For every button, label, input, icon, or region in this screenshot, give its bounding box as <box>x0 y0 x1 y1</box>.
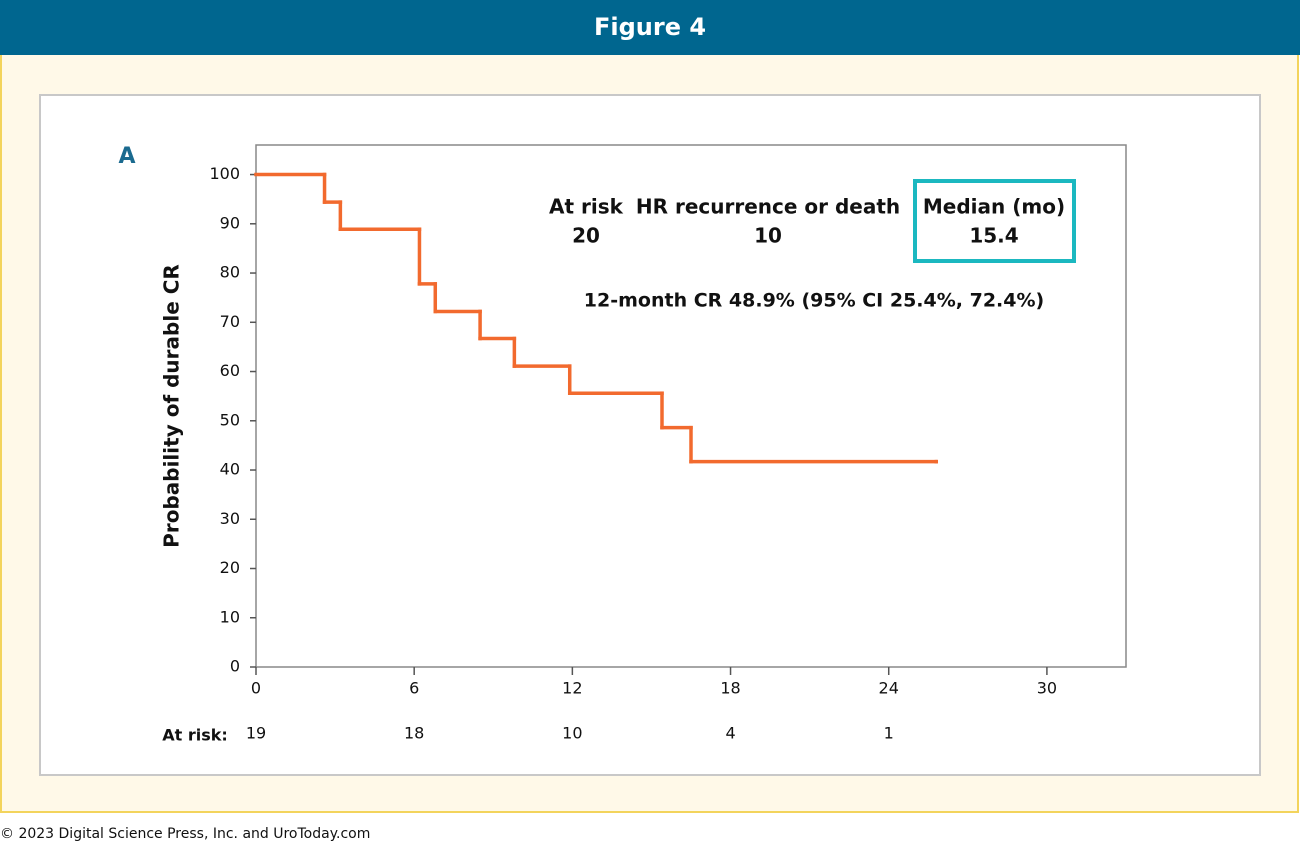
annotation: At risk <box>549 195 624 219</box>
y-axis-label: Probability of durable CR <box>160 264 184 548</box>
at-risk-label: At risk: <box>162 726 228 745</box>
y-tick-label: 50 <box>220 410 240 429</box>
y-tick-label: 30 <box>220 509 240 528</box>
y-tick-label: 70 <box>220 312 240 331</box>
annotation: 10 <box>754 224 782 248</box>
x-tick-label: 0 <box>251 679 261 698</box>
at-risk-value: 4 <box>725 724 735 743</box>
at-risk-value: 1 <box>884 724 894 743</box>
y-tick-label: 20 <box>220 558 240 577</box>
panel-label: A <box>118 144 135 169</box>
x-tick-label: 12 <box>562 679 582 698</box>
panel <box>39 94 1261 776</box>
median-box <box>913 179 1076 263</box>
plot-frame <box>255 144 1127 668</box>
figure-title: Figure 4 <box>594 13 706 41</box>
y-tick-label: 60 <box>220 361 240 380</box>
x-tick-label: 18 <box>720 679 740 698</box>
y-tick-label: 90 <box>220 213 240 232</box>
at-risk-value: 19 <box>246 724 266 743</box>
x-tick-label: 6 <box>409 679 419 698</box>
annotation: 15.4 <box>969 224 1018 248</box>
at-risk-value: 18 <box>404 724 424 743</box>
step-end <box>934 459 938 464</box>
y-tick-label: 40 <box>220 460 240 479</box>
copyright: © 2023 Digital Science Press, Inc. and U… <box>0 826 370 842</box>
y-tick-label: 80 <box>220 263 240 282</box>
y-tick-label: 100 <box>209 164 240 183</box>
at-risk-value: 10 <box>562 724 582 743</box>
annotation: 12-month CR 48.9% (95% CI 25.4%, 72.4%) <box>584 290 1044 312</box>
annotation: 20 <box>572 224 600 248</box>
y-tick-label: 10 <box>220 607 240 626</box>
annotation: HR recurrence or death <box>636 195 900 219</box>
header-bar <box>0 0 1300 55</box>
x-tick-label: 30 <box>1037 679 1057 698</box>
x-tick-label: 24 <box>879 679 899 698</box>
y-tick-label: 0 <box>230 657 240 676</box>
annotation: Median (mo) <box>923 195 1065 219</box>
